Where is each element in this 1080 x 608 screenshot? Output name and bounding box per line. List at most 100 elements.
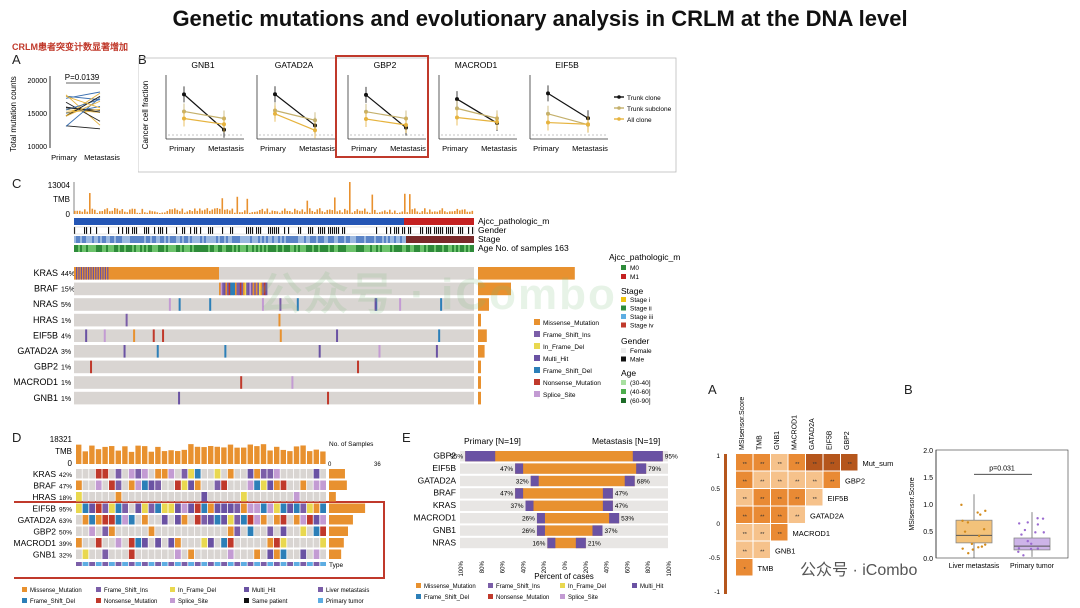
panel-c-stage-cell (86, 236, 88, 243)
panel-d-cell (135, 503, 142, 513)
panel-e-left-bar (547, 537, 564, 549)
panel-b-point (273, 111, 277, 116)
panel-c-age-cell (282, 245, 284, 252)
panel-c-stage-cell (326, 236, 328, 243)
panel-c-stage-cell (210, 236, 212, 243)
panel-c-age-cell (438, 245, 440, 252)
panel-c-stage-cell (80, 236, 82, 243)
panel-d-cell (135, 492, 142, 502)
panel-c-tmb-bar (454, 210, 456, 214)
panel-c-gender-cell (414, 227, 416, 234)
panel-c-gender-cell (428, 227, 430, 234)
panel-c-tmb-bar (144, 212, 146, 214)
panel-c-age-cell (410, 245, 412, 252)
panel-c-stage-cell (238, 236, 240, 243)
panel-a-ylabel: Total mutation counts (9, 76, 18, 152)
panel-d-cell (280, 538, 287, 548)
panel-c-stage-cell (248, 236, 250, 243)
heat-cell-star: ** (795, 462, 800, 468)
panel-c-gender-cell (266, 227, 268, 234)
panel-c-track-label: Stage (478, 234, 500, 244)
panel-c-age-cell (128, 245, 130, 252)
panel-c-cell-mut (102, 267, 104, 280)
panel-e-legend-swatch (560, 594, 565, 599)
panel-c-gender-cell (282, 227, 284, 234)
panel-c-stage-cell (226, 236, 228, 243)
panel-d-cell (227, 526, 234, 536)
panel-c-gender-cell (140, 227, 142, 234)
panel-b-point (546, 120, 550, 125)
panel-d-tmb-bar (254, 446, 260, 464)
panel-d-cell (128, 538, 135, 548)
panel-c-age-cell (276, 245, 278, 252)
panel-c-age-cell (250, 245, 252, 252)
panel-c-gender-cell (350, 227, 352, 234)
panel-c-tmb-bar (129, 209, 131, 214)
panel-e-gene-label: GNB1 (433, 525, 456, 535)
panel-c-cell-mut (88, 267, 90, 280)
panel-d-cell (274, 492, 280, 502)
panel-c-tmb-bar (176, 209, 179, 214)
panel-a-ytick: 15000 (28, 111, 48, 118)
panel-c-stage-cell (194, 236, 196, 243)
panel-e-right-bar (592, 525, 603, 536)
panel-c-age-cell (74, 245, 76, 252)
heat-row-label: Mut_sum (863, 459, 894, 468)
panel-c-gender-cell (440, 227, 442, 234)
heat-col-label: GBP2 (844, 431, 851, 450)
panel-c-stage-cell (214, 236, 216, 243)
panel-d-cell (234, 538, 241, 548)
panel-d-cell (221, 492, 227, 502)
panel-c-gender-cell (240, 227, 242, 234)
panel-c-age-cell (260, 245, 262, 252)
panel-d-side-bar (329, 515, 353, 525)
panel-c-stage-cell (440, 236, 442, 243)
panel-d-cell (280, 469, 287, 479)
panel-c-cell-mut (219, 282, 221, 296)
panel-c-stage-cell (128, 236, 130, 243)
panel-c-gender-cell (370, 227, 372, 234)
heat-cell (753, 506, 770, 523)
panel-d-type-cell (135, 562, 142, 566)
panel-d-cell (254, 538, 260, 548)
panel-c-gene-label: GATAD2A (17, 346, 58, 356)
panel-c-age-cell (78, 245, 80, 252)
panel-c-tmb-bar (416, 211, 419, 214)
panel-c-gender-cell (152, 227, 154, 234)
panel-c-stage-label: Stage iv (630, 323, 654, 330)
panel-c-age-cell (248, 245, 250, 252)
panel-c-age-cell (170, 245, 172, 252)
panel-c-gender-cell (294, 227, 296, 234)
panel-b-xtick: Primary (442, 144, 468, 153)
panel-c-tmb-bar (374, 209, 376, 214)
panel-c-gene-label: EIF5B (33, 330, 58, 340)
panel-c-stage-cell (162, 236, 164, 243)
panel-d-cell (95, 538, 102, 548)
panel-d-tmb-zero: 0 (68, 459, 73, 468)
panel-c-gender-cell (276, 227, 278, 234)
panel-c-row-bg (74, 298, 474, 311)
panel-d-cell (142, 549, 148, 559)
panel-d-cell (89, 503, 95, 513)
panel-c-age-cell (184, 245, 186, 252)
panel-c-cell-mut (251, 282, 253, 296)
panel-c-stage-cell (130, 236, 132, 243)
panel-c-tmb-bar (141, 208, 144, 214)
panel-d-cell (161, 526, 168, 536)
heat-cell-star: ** (760, 532, 765, 538)
panel-d-cell (300, 480, 307, 490)
panel-d-gene-label: MACROD1 (14, 538, 56, 548)
panel-c-tmb-bar (376, 212, 379, 214)
panel-c-age-cell (210, 245, 212, 252)
panel-c-gender-cell (220, 227, 222, 234)
panel-e-right-bar (564, 513, 620, 524)
panel-c-cell-mut (243, 282, 245, 296)
panel-c-tmb-bar (161, 212, 164, 214)
panel-d-cell (208, 480, 214, 490)
panel-c-gender-cell (354, 227, 356, 234)
panel-c-age-cell (208, 245, 210, 252)
panel-e-label: E (402, 430, 411, 445)
panel-d-tmb-bar (201, 447, 207, 464)
panel-c-stage-cell (384, 236, 386, 243)
panel-c-stage-cell (282, 236, 284, 243)
